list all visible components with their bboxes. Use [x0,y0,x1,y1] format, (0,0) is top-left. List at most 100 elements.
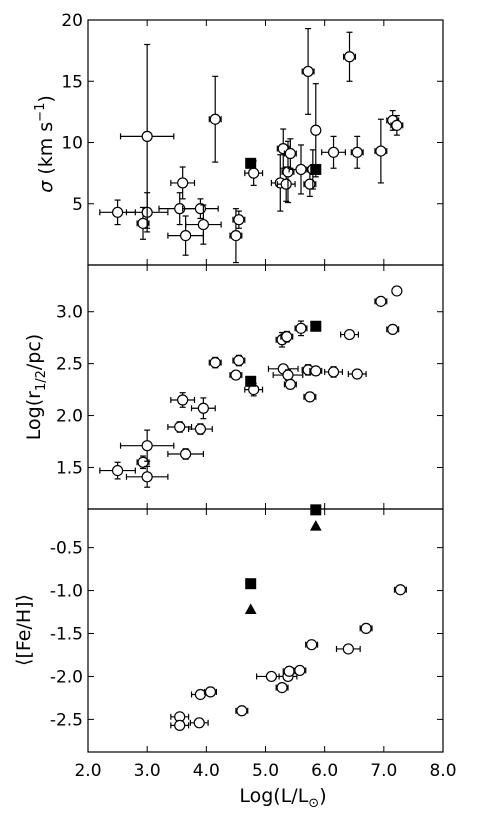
open-circle-marker [394,584,406,596]
x-tick-label: 7.0 [370,761,397,781]
y-tick-label-sigma: 5 [72,195,83,215]
open-point-sigma [229,208,243,264]
open-circle-marker [351,368,363,380]
x-tick-labels: 2.0 3.0 4.0 5.0 6.0 7.0 8.0 [74,761,456,781]
y-tick-label-feh: -2.5 [50,710,83,730]
open-circle-marker [295,163,307,176]
open-point-feh [235,705,249,717]
open-circle-marker [282,369,294,381]
y-tick-label-rhalf: 3.0 [56,303,83,323]
open-point-sigma [119,43,175,229]
y-tick-label-feh: -1.5 [50,625,83,645]
y-axis-label-rhalf: Log(r1/2/pc) [23,334,49,440]
y-tick-label-feh: -0.5 [50,539,83,559]
open-circle-marker [233,354,245,367]
x-tick-label: 8.0 [429,761,456,781]
x-tick-label: 2.0 [74,761,101,781]
open-point-feh [293,664,307,677]
panel-frame-rhalf [87,264,444,510]
open-circle-marker [111,464,124,477]
open-circle-marker [177,177,189,189]
y-label-rhalf-main: Log(r [23,391,45,440]
open-circle-marker [387,323,399,335]
open-point-rhalf [309,365,323,377]
open-point-feh [275,682,289,694]
x-axis-label-sub: ⊙ [308,796,319,811]
y-axis-label-feh: ⟨[Fe/H]⟩ [13,594,35,666]
open-circle-marker [194,423,207,435]
open-circle-marker [375,145,387,157]
open-point-sigma [350,135,364,169]
open-circle-marker [180,230,192,242]
open-point-rhalf [208,356,222,369]
open-circle-marker [137,456,149,468]
open-point-feh [190,688,210,701]
open-circle-marker [306,639,318,651]
open-circle-marker [141,130,153,142]
open-point-feh [393,584,407,596]
open-point-sigma [185,204,222,245]
open-point-rhalf [170,392,196,408]
x-axis-label-main: Log(L/L [239,785,308,807]
open-circle-marker [304,391,316,403]
y-tick-label-rhalf: 1.5 [56,458,83,478]
y-tick-label-rhalf: 2.0 [56,407,83,427]
y-label-sigma-text: (km s [35,122,57,181]
svg-text:Log(r1/2/pc): Log(r1/2/pc) [23,334,49,440]
filled-triangle-marker-feh [309,520,322,531]
open-point-rhalf [340,328,359,341]
open-circle-marker [327,366,340,378]
open-point-feh [203,686,217,698]
panel-sigma: 5 10 15 20 [61,11,444,266]
filled-square-marker-sigma [310,163,322,175]
open-point-rhalf [280,330,294,343]
open-circle-marker [141,440,153,452]
open-circle-marker [248,167,260,179]
open-point-rhalf [232,354,246,367]
open-point-feh [189,717,209,729]
open-circle-marker [111,206,124,218]
x-tick-label: 4.0 [193,761,220,781]
open-point-sigma [232,210,246,229]
open-point-feh [170,711,190,723]
open-point-sigma [170,166,196,200]
panels-layer: 5 10 15 20 1.5 2.0 2.5 3.0 -2.5 -2.0 -1.5 -1.0 -0.5 2… [50,11,457,781]
filled-square-marker-rhalf [310,320,322,332]
open-point-feh [359,622,373,634]
open-circle-marker [375,295,387,307]
open-circle-marker [391,285,403,297]
filled-triangle-marker-feh [244,603,257,614]
open-point-rhalf [272,369,304,381]
open-circle-marker [360,622,372,634]
open-circle-marker [230,369,242,381]
open-point-sigma [374,118,388,184]
open-circle-marker [193,717,205,729]
open-circle-marker [310,124,322,136]
y-tick-label-sigma: 15 [61,72,83,92]
open-circle-marker [180,448,192,460]
open-circle-marker [209,357,221,369]
x-axis-label: Log(L/L⊙) [239,785,326,811]
open-point-sigma [283,138,297,169]
filled-square-marker-sigma [245,157,257,169]
open-point-rhalf [294,320,308,337]
panel-rhalf: 1.5 2.0 2.5 3.0 [56,264,444,510]
open-circle-marker [295,322,307,334]
open-circle-marker [343,51,356,63]
open-point-feh [170,719,190,731]
open-point-sigma [301,27,315,115]
y-tick-label-feh: -1.0 [50,582,83,602]
open-circle-marker [137,217,149,229]
open-point-rhalf [391,285,403,297]
y-axis-label-sigma: σ (km s−1) [33,95,57,193]
open-circle-marker [302,65,314,78]
filled-square-marker-feh [310,504,322,516]
open-circle-marker [294,664,306,677]
open-circle-marker [281,331,293,343]
open-circle-marker [174,719,186,731]
open-circle-marker [343,328,356,341]
y-label-sigma-symbol: σ [35,180,57,193]
y-tick-label-feh: -2.0 [50,667,83,687]
open-circle-marker [141,471,153,483]
